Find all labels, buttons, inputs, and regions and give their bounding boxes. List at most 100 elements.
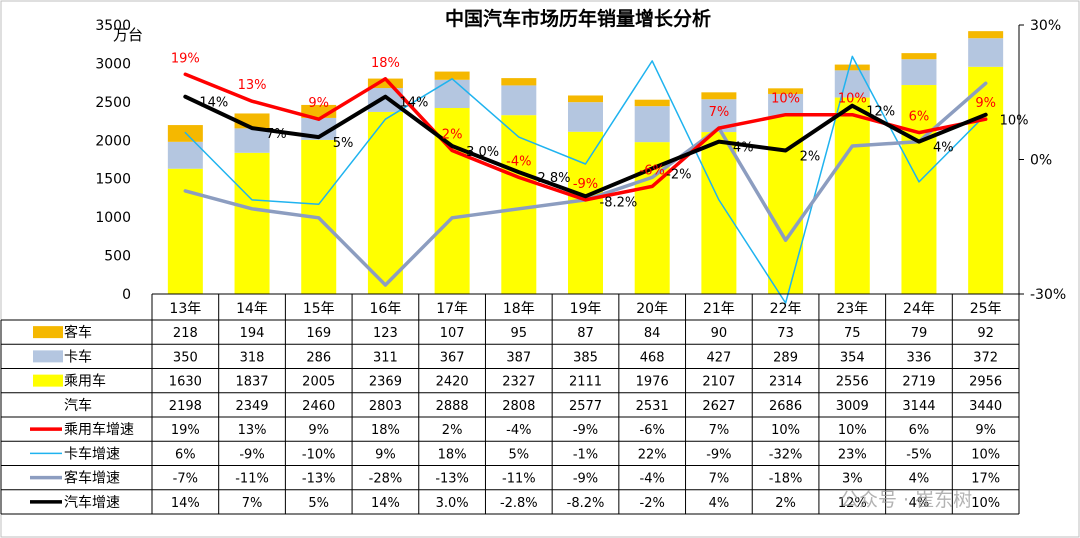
table-cell: 2803 — [369, 399, 402, 414]
bar-segment — [901, 59, 937, 86]
table-cell: -28% — [369, 472, 403, 487]
bar-segment — [634, 99, 670, 107]
table-cell: 84 — [644, 326, 661, 341]
table-cell: -10% — [302, 447, 336, 462]
chart-title: 中国汽车市场历年销量增长分析 — [445, 7, 711, 30]
bar-segment — [501, 78, 537, 86]
left-tick-label: 1500 — [95, 172, 131, 188]
table-cell: 7% — [709, 423, 730, 438]
legend-label: 客车增速 — [64, 470, 120, 487]
table-cell: 3.0% — [436, 496, 469, 511]
bar-segment — [768, 116, 804, 294]
table-cell: 12% — [838, 496, 867, 511]
table-cell: 87 — [577, 326, 594, 341]
bar-segment — [568, 131, 603, 294]
table-cell: 2686 — [769, 399, 802, 414]
table-cell: 1630 — [169, 375, 202, 390]
passenger-growth-label: 9% — [308, 96, 329, 111]
category-label: 25年 — [970, 301, 1002, 317]
table-cell: -13% — [435, 472, 469, 487]
table-cell: 2111 — [569, 375, 602, 390]
table-cell: 336 — [907, 350, 932, 365]
passenger-growth-label: 7% — [709, 105, 730, 120]
table-cell: 2719 — [902, 375, 935, 390]
table-cell: 73 — [777, 326, 794, 341]
table-cell: 2314 — [769, 375, 802, 390]
table-cell: -5% — [906, 447, 931, 462]
category-label: 13年 — [169, 301, 201, 317]
table-cell: 385 — [573, 350, 598, 365]
table-cell: 372 — [973, 350, 998, 365]
table-cell: -6% — [640, 423, 665, 438]
total-growth-label: 5% — [333, 136, 354, 151]
table-cell: -2% — [640, 496, 665, 511]
bar-segment — [234, 128, 270, 153]
table-cell: 350 — [173, 350, 198, 365]
table-cell: 13% — [238, 423, 267, 438]
table-cell: 22% — [638, 447, 667, 462]
growth-lines — [183, 55, 988, 304]
category-label: 19年 — [570, 301, 602, 317]
total-growth-label: -8.2% — [600, 195, 638, 210]
left-axis-ticks: 0 500 1000 1500 2000 2500 3000 3500 — [95, 18, 131, 303]
table-cell: -4% — [640, 472, 665, 487]
table-cell: 169 — [306, 326, 331, 341]
category-label: 23年 — [836, 301, 868, 317]
bar-segment — [968, 38, 1004, 67]
table-cell: 95 — [511, 326, 528, 341]
table-cell: 75 — [844, 326, 861, 341]
passenger-growth-label: 13% — [238, 78, 267, 93]
table-cell: 2531 — [636, 399, 669, 414]
left-tick-label: 0 — [122, 287, 131, 303]
table-cell: 289 — [773, 350, 798, 365]
right-tick-label: -30% — [1030, 287, 1066, 303]
table-cell: 6% — [175, 447, 196, 462]
table-cell: 318 — [240, 350, 265, 365]
bar-segment — [768, 93, 804, 117]
growth-line — [183, 72, 988, 202]
bar-segment — [701, 132, 737, 294]
left-tick-label: 500 — [104, 249, 131, 265]
bar-segment — [901, 53, 937, 60]
table-cell: 4% — [909, 472, 930, 487]
total-growth-label: 7% — [266, 127, 287, 142]
table-cell: 2577 — [569, 399, 602, 414]
category-label: 20年 — [636, 301, 668, 317]
table-cell: 92 — [977, 326, 994, 341]
table-cell: 18% — [371, 423, 400, 438]
passenger-growth-label: -4% — [506, 154, 531, 169]
total-growth-label: 2% — [800, 150, 821, 165]
passenger-growth-label: 6% — [909, 110, 930, 125]
table-cell: 387 — [506, 350, 531, 365]
right-tick-label: 30% — [1030, 18, 1061, 34]
category-label: 16年 — [370, 301, 402, 317]
category-label: 17年 — [436, 301, 468, 317]
table-cell: 2627 — [702, 399, 735, 414]
right-tick-label: 0% — [1030, 153, 1052, 169]
table-cell: 7% — [242, 496, 263, 511]
table-cell: 9% — [975, 423, 996, 438]
table-cell: 2198 — [169, 399, 202, 414]
table-cell: 2005 — [302, 375, 335, 390]
table-cell: 2460 — [302, 399, 335, 414]
bar-segment — [968, 66, 1004, 294]
table-cell: 18% — [438, 447, 467, 462]
table-cell: 3144 — [902, 399, 935, 414]
table-cell: 10% — [971, 447, 1000, 462]
bar-segment — [234, 152, 270, 294]
table-cell: -32% — [769, 447, 803, 462]
table-cell: 4% — [909, 496, 930, 511]
table-cell: 3009 — [836, 399, 869, 414]
total-growth-label: 4% — [933, 141, 954, 156]
passenger-growth-label: -9% — [573, 177, 598, 192]
category-label: 21年 — [703, 301, 735, 317]
total-growth-label: -2% — [666, 167, 691, 182]
table-cell: -9% — [573, 472, 598, 487]
passenger-growth-label: 19% — [171, 51, 200, 66]
growth-data-labels: 19% 13% 9% 18% 2% -4% -9% -6% 7% 10% 10% 6% 9% 14% 7% 5… — [171, 51, 1029, 210]
passenger-growth-label: -6% — [640, 163, 665, 178]
table-cell: -9% — [239, 447, 264, 462]
table-cell: 90 — [711, 326, 728, 341]
table-cell: -1% — [573, 447, 598, 462]
table-cell: 9% — [308, 423, 329, 438]
